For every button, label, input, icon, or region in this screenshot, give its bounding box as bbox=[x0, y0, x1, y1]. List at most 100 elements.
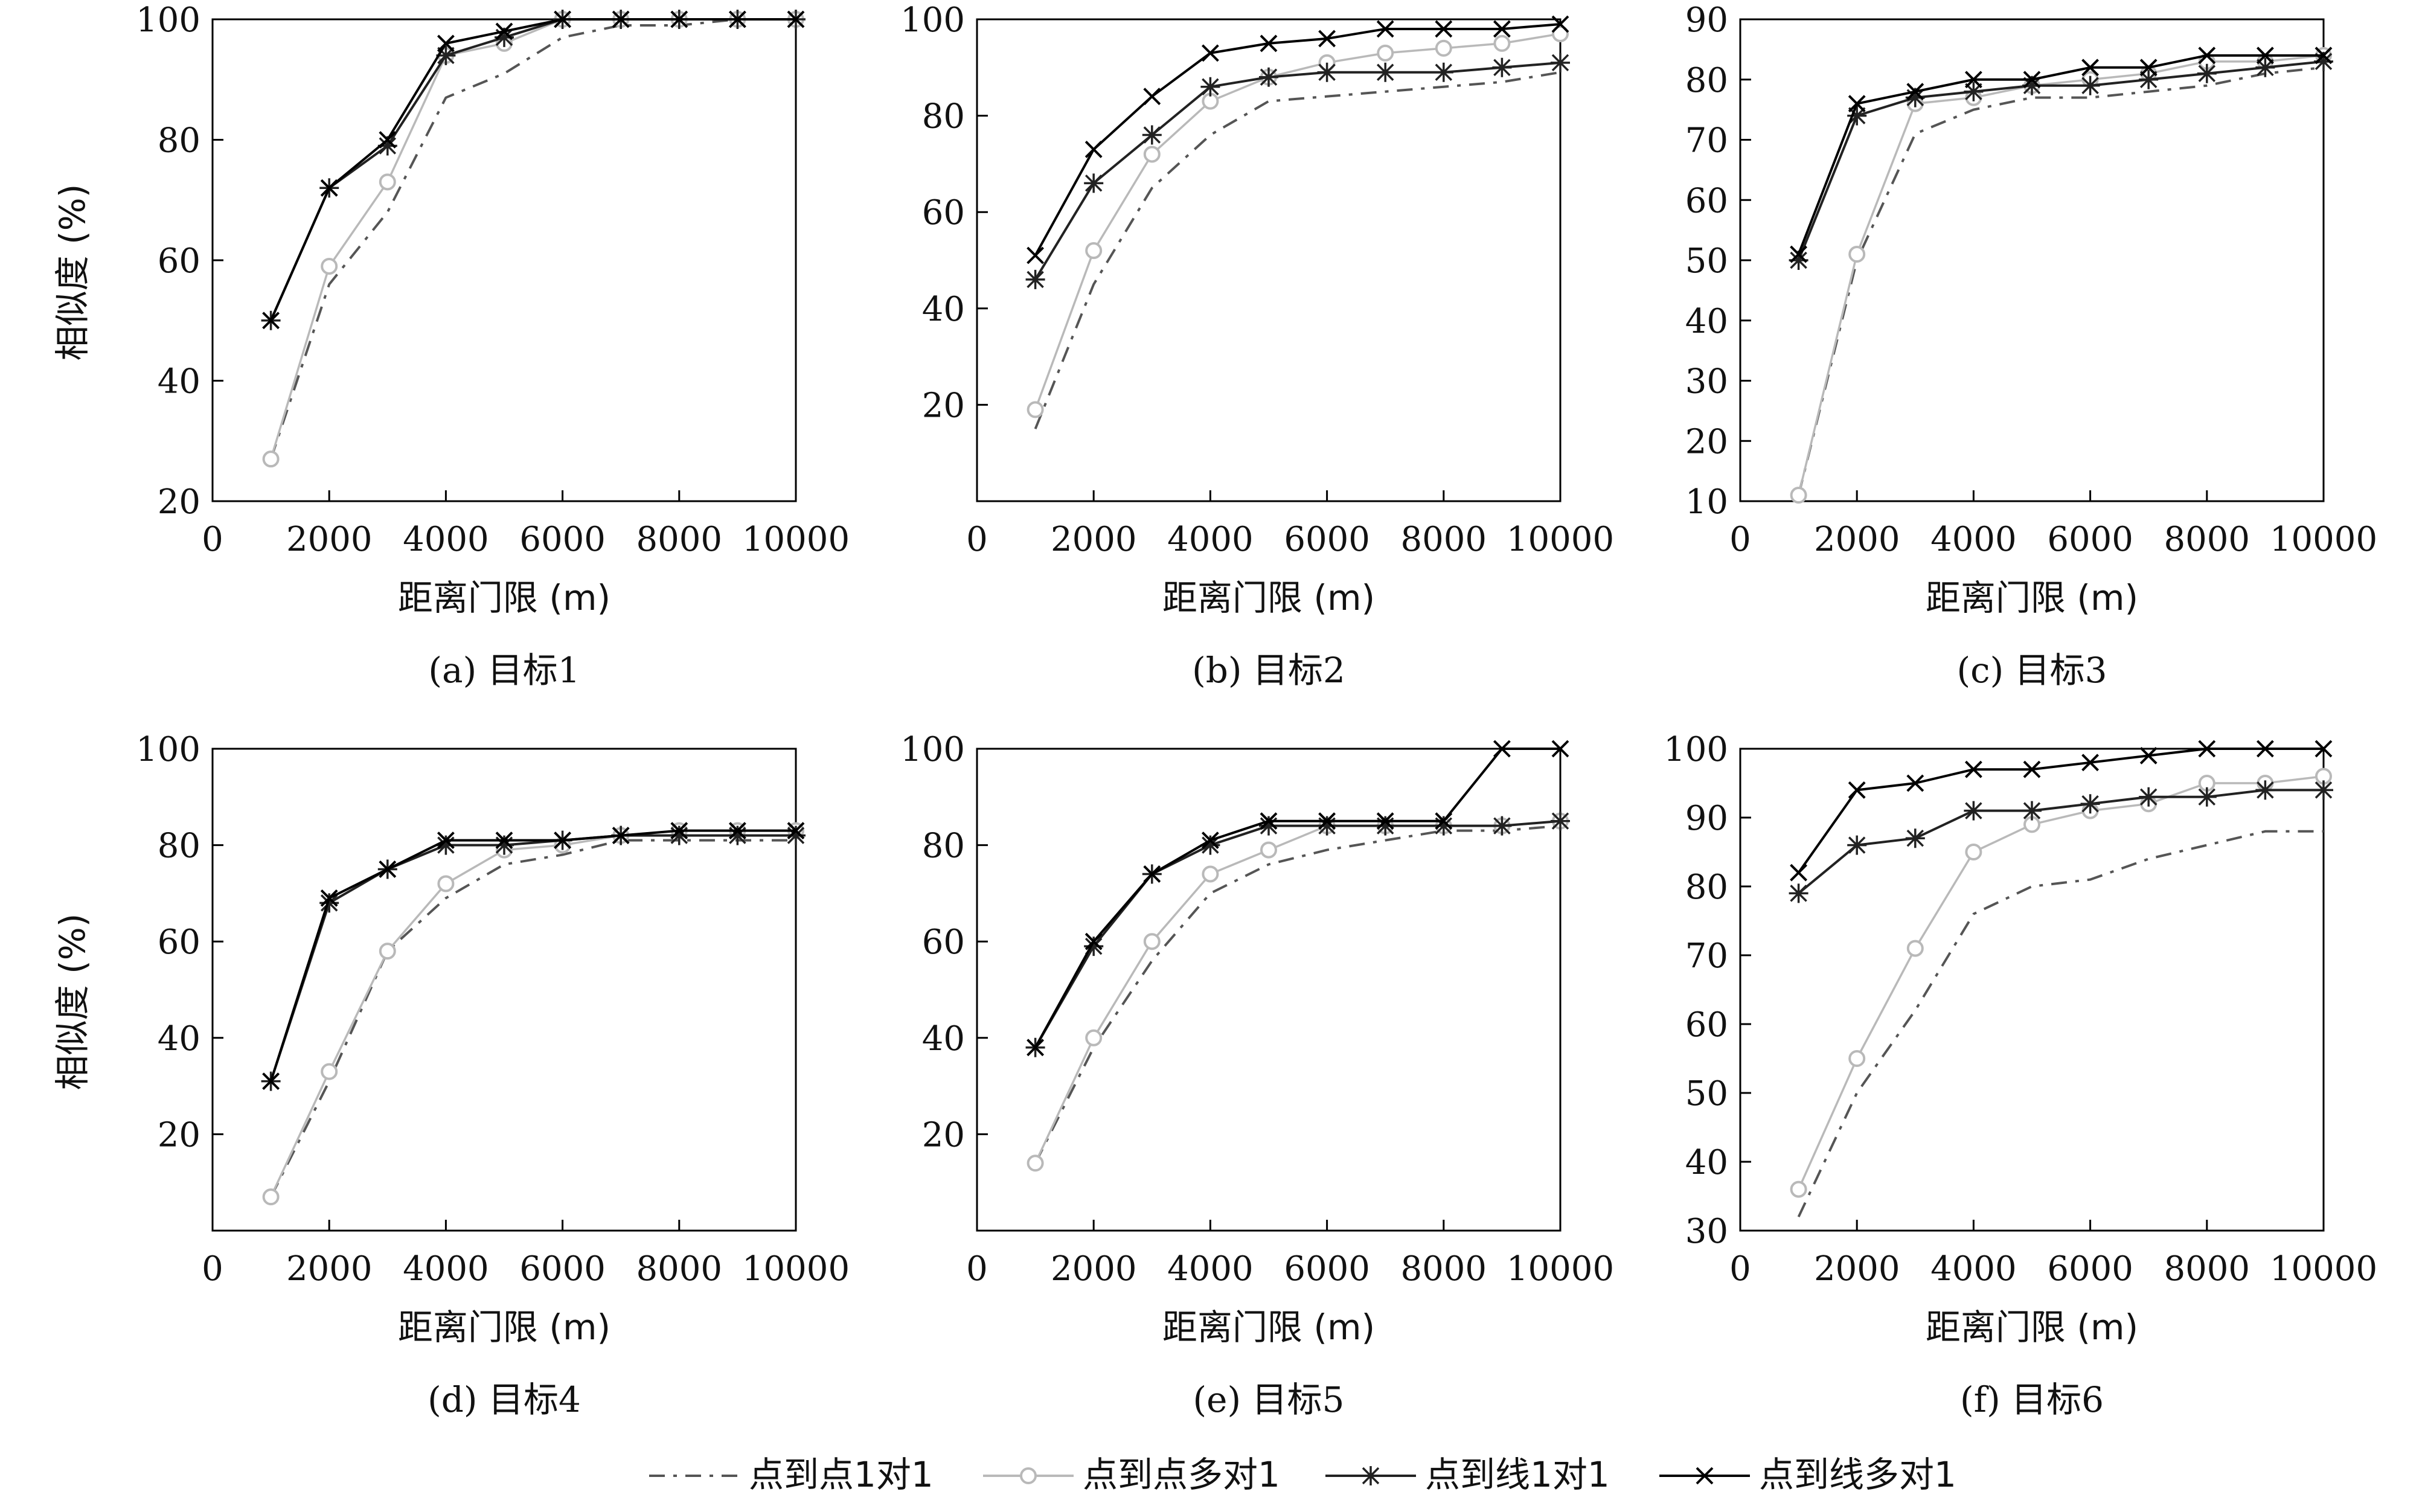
y-tick-label: 100 bbox=[1664, 730, 1728, 769]
data-point-p2l-1to1 bbox=[2080, 794, 2100, 814]
y-tick-label: 40 bbox=[158, 362, 200, 402]
data-point-p2l-nto1 bbox=[787, 10, 805, 28]
series-line-p2l-nto1 bbox=[1797, 54, 2324, 255]
legend-marker bbox=[1696, 1467, 1714, 1485]
data-point-p2l-1to1 bbox=[436, 835, 456, 855]
data-point-p2p-nto1 bbox=[1202, 865, 1219, 883]
data-point-p2l-1to1 bbox=[1376, 816, 1395, 836]
series-line-p2l-1to1 bbox=[1798, 789, 2324, 894]
data-point-p2l-nto1 bbox=[2198, 740, 2216, 758]
data-point-p2l-nto1 bbox=[612, 10, 630, 28]
x-tick-label: 4000 bbox=[1930, 520, 2017, 559]
legend-label: 点到线1对1 bbox=[1425, 1454, 1610, 1495]
data-point-p2p-nto1 bbox=[1143, 146, 1161, 163]
data-point-p2l-1to1 bbox=[2022, 801, 2042, 821]
y-tick-label: 80 bbox=[922, 827, 965, 866]
data-point-p2p-nto1 bbox=[1085, 1029, 1103, 1046]
legend-label: 点到点1对1 bbox=[749, 1454, 934, 1495]
chart-panel-1: 20 40 60 80 100 0 2000 4000 6000 8000 10000 距离门限 (m… bbox=[52, 1, 850, 691]
panel-caption: (b) 目标2 bbox=[1192, 650, 1345, 691]
y-tick-label: 20 bbox=[922, 386, 965, 425]
x-tick-label: 4000 bbox=[403, 520, 489, 559]
data-point-p2l-1to1 bbox=[1259, 67, 1278, 87]
plot-frame bbox=[211, 748, 797, 1232]
series-line-p2l-1to1 bbox=[1797, 60, 2324, 261]
plot-frame bbox=[211, 18, 797, 502]
y-tick-label: 80 bbox=[158, 121, 200, 161]
series-line-p2p-nto1 bbox=[1034, 819, 1561, 1164]
data-point-p2p-nto1 bbox=[1493, 34, 1511, 52]
data-point-p2l-nto1 bbox=[2023, 71, 2041, 89]
data-point-p2l-1to1 bbox=[2080, 75, 2100, 95]
legend-marker bbox=[1020, 1467, 1037, 1484]
legend-label: 点到点多对1 bbox=[1083, 1454, 1280, 1495]
x-tick-label: 8000 bbox=[1401, 520, 1487, 559]
data-point-p2l-nto1 bbox=[787, 822, 805, 840]
data-point-p2l-nto1 bbox=[2081, 59, 2100, 77]
data-point-p2l-nto1 bbox=[612, 827, 630, 845]
data-point-p2p-nto1 bbox=[379, 173, 396, 191]
data-point-p2l-nto1 bbox=[2023, 760, 2041, 778]
x-tick-label: 10000 bbox=[2270, 520, 2377, 559]
data-point-p2p-nto1 bbox=[1848, 1050, 1866, 1067]
data-point-p2l-nto1 bbox=[320, 889, 338, 907]
data-point-p2l-1to1 bbox=[669, 825, 689, 845]
series-line-p2l-1to1 bbox=[1034, 819, 1561, 1048]
x-tick-label: 6000 bbox=[2047, 520, 2133, 559]
data-point-p2l-1to1 bbox=[1317, 62, 1337, 82]
y-tick-label: 70 bbox=[1685, 121, 1728, 161]
data-point-p2l-nto1 bbox=[1493, 20, 1511, 38]
data-point-p2l-1to1 bbox=[1434, 816, 1453, 836]
data-point-p2l-1to1 bbox=[1905, 88, 1925, 107]
x-tick-label: 8000 bbox=[2164, 520, 2250, 559]
y-axis-label: 相似度 (%) bbox=[52, 184, 93, 361]
data-point-p2l-nto1 bbox=[320, 179, 338, 197]
data-point-p2p-nto1 bbox=[321, 257, 338, 275]
y-axis-label: 相似度 (%) bbox=[52, 914, 93, 1091]
data-point-p2l-nto1 bbox=[2256, 740, 2274, 758]
data-point-p2p-nto1 bbox=[321, 1063, 338, 1080]
data-point-p2l-nto1 bbox=[1906, 83, 1924, 101]
data-point-p2l-1to1 bbox=[1434, 62, 1453, 82]
data-point-p2l-nto1 bbox=[554, 831, 572, 850]
data-point-p2l-nto1 bbox=[379, 860, 397, 878]
data-point-p2p-nto1 bbox=[1552, 25, 1569, 42]
series-line-p2p-1to1 bbox=[269, 18, 796, 460]
x-tick-label: 8000 bbox=[1401, 1249, 1487, 1289]
panel-caption: (a) 目标1 bbox=[428, 650, 580, 691]
series-line-p2l-nto1 bbox=[1797, 748, 2324, 874]
series-line-p2p-nto1 bbox=[270, 829, 796, 1197]
data-point-p2l-nto1 bbox=[670, 10, 688, 28]
data-point-p2p-nto1 bbox=[1085, 242, 1103, 260]
legend-item-p2p-nto1: 点到点多对1 bbox=[983, 1454, 1280, 1495]
x-axis-label: 距离门限 (m) bbox=[1926, 1307, 2138, 1348]
y-tick-label: 60 bbox=[922, 923, 965, 962]
data-point-p2l-nto1 bbox=[1260, 34, 1278, 53]
data-point-p2l-nto1 bbox=[1084, 932, 1103, 950]
y-tick-label: 20 bbox=[1685, 422, 1728, 461]
data-point-p2l-nto1 bbox=[1376, 812, 1394, 830]
x-tick-label: 6000 bbox=[519, 1249, 606, 1289]
data-point-p2p-nto1 bbox=[379, 943, 396, 960]
data-point-p2l-nto1 bbox=[728, 10, 746, 28]
y-tick-label: 60 bbox=[1685, 181, 1728, 220]
data-point-p2l-nto1 bbox=[1027, 246, 1045, 264]
series-line-p2l-nto1 bbox=[1034, 22, 1561, 256]
y-tick-label: 40 bbox=[158, 1019, 200, 1059]
data-point-p2l-nto1 bbox=[1143, 88, 1161, 106]
series-line-p2p-1to1 bbox=[1797, 830, 2324, 1218]
data-point-p2l-1to1 bbox=[1964, 82, 1984, 101]
x-tick-label: 2000 bbox=[286, 520, 373, 559]
x-tick-label: 6000 bbox=[2047, 1249, 2133, 1289]
y-tick-label: 60 bbox=[1685, 1005, 1728, 1045]
data-point-p2l-1to1 bbox=[1317, 816, 1337, 836]
data-point-p2l-1to1 bbox=[1259, 816, 1278, 836]
legend-item-p2p-1to1: 点到点1对1 bbox=[649, 1454, 934, 1495]
data-point-p2p-nto1 bbox=[262, 1188, 280, 1206]
data-point-p2p-nto1 bbox=[1377, 44, 1394, 62]
data-point-p2l-1to1 bbox=[1905, 828, 1925, 848]
y-tick-label: 20 bbox=[158, 1115, 200, 1155]
data-point-p2l-1to1 bbox=[2197, 787, 2217, 807]
x-axis-label: 距离门限 (m) bbox=[398, 577, 610, 618]
